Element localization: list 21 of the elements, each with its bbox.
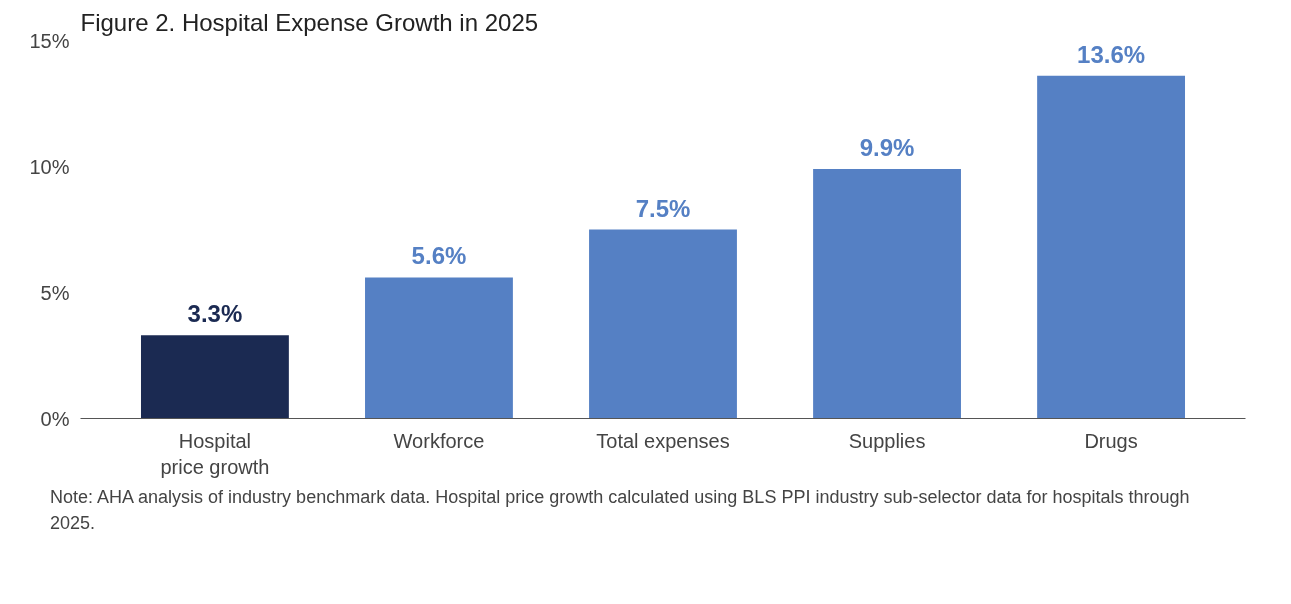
bar xyxy=(813,169,961,419)
y-tick-label: 15% xyxy=(29,29,70,52)
data-label: 3.3% xyxy=(187,300,243,328)
y-tick-label: 0% xyxy=(40,407,70,430)
chart-title: Figure 2. Hospital Expense Growth in 2025 xyxy=(80,8,539,36)
bar xyxy=(140,335,289,419)
x-tick-label: Hospital price growth xyxy=(160,429,270,478)
y-tick-label: 5% xyxy=(40,281,70,304)
data-label: 13.6% xyxy=(1077,40,1146,68)
data-label: 7.5% xyxy=(635,194,691,222)
bar xyxy=(589,229,737,419)
bar xyxy=(1037,75,1186,419)
text: Note: AHA analysis of industry benchmark data. Hospital price growth calculated using BLS PPI industry sub-selector data for hospitals through 2025. xyxy=(50,486,1191,535)
x-tick-label: Workforce xyxy=(393,429,485,452)
x-tick-label: Drugs xyxy=(1084,429,1138,452)
x-tick-label: Total expenses xyxy=(596,429,730,452)
data-label: 9.9% xyxy=(859,134,915,162)
bar xyxy=(365,277,513,419)
x-tick-label: Supplies xyxy=(848,429,926,452)
y-tick-label: 10% xyxy=(29,155,70,178)
data-label: 5.6% xyxy=(411,242,467,270)
